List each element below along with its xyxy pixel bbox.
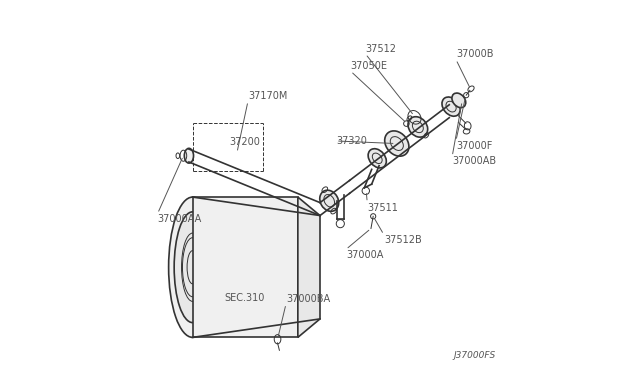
Ellipse shape <box>442 97 460 116</box>
Ellipse shape <box>168 197 216 337</box>
Ellipse shape <box>368 149 387 168</box>
Text: 37000F: 37000F <box>456 141 492 151</box>
Text: 37050E: 37050E <box>351 61 388 71</box>
Text: 37000AA: 37000AA <box>157 214 202 224</box>
Ellipse shape <box>408 117 428 137</box>
Text: 37000AB: 37000AB <box>452 157 496 166</box>
Text: 37000B: 37000B <box>456 49 493 60</box>
Text: 37511: 37511 <box>367 203 398 213</box>
Text: 37320: 37320 <box>336 136 367 146</box>
Text: 37000BA: 37000BA <box>286 294 330 304</box>
Text: 37512B: 37512B <box>384 235 422 245</box>
Ellipse shape <box>452 93 466 108</box>
Polygon shape <box>298 197 320 337</box>
Polygon shape <box>193 197 298 337</box>
Ellipse shape <box>184 148 193 163</box>
Text: 37512: 37512 <box>365 44 396 54</box>
Text: SEC.310: SEC.310 <box>224 293 264 303</box>
Text: 37200: 37200 <box>230 137 260 147</box>
Text: 37000A: 37000A <box>346 250 383 260</box>
Ellipse shape <box>320 190 339 211</box>
Ellipse shape <box>385 131 409 156</box>
Text: 37170M: 37170M <box>248 91 287 101</box>
Text: J37000FS: J37000FS <box>453 350 495 359</box>
Ellipse shape <box>174 212 211 323</box>
